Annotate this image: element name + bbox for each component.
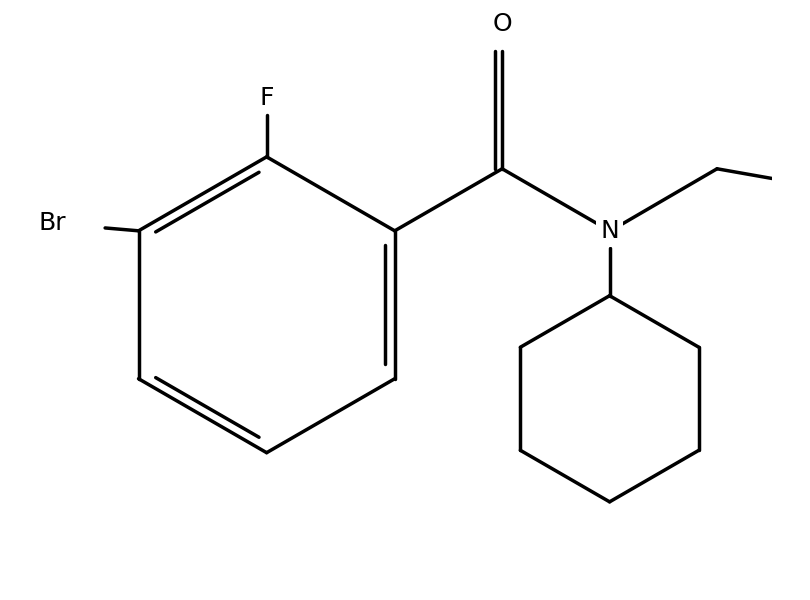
Text: O: O	[492, 12, 512, 36]
Text: N: N	[600, 219, 619, 243]
Text: F: F	[259, 86, 274, 110]
Text: Br: Br	[39, 211, 66, 235]
